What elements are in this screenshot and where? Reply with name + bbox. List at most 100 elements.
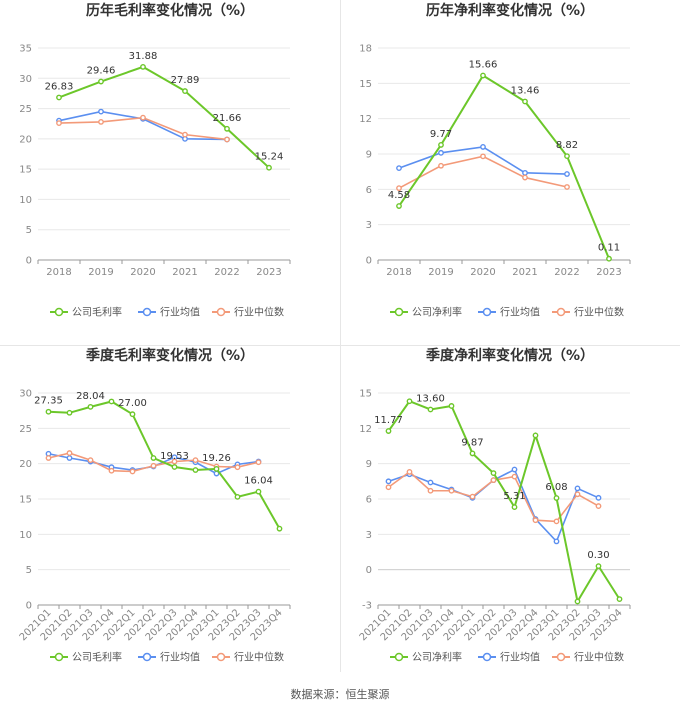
legend-item-company[interactable]: 公司毛利率 [50,651,122,664]
data-point-company [385,428,392,434]
data-label: 28.04 [76,391,105,402]
legend-item-company[interactable]: 公司毛利率 [50,306,122,319]
data-label: 8.82 [556,140,578,151]
data-point-company [224,125,230,132]
legend-label: 公司毛利率 [72,651,122,664]
y-tick-label: 30 [19,389,32,400]
data-point-company [616,596,623,603]
data-point-avg [66,455,73,461]
data-point-median [406,469,413,475]
data-point-company [129,411,136,418]
data-point-median [511,473,518,480]
data-point-company [427,406,434,413]
data-point-company [45,408,52,415]
legend-item-avg[interactable]: 行业均值 [478,651,540,664]
legend-label: 行业均值 [160,651,200,664]
data-point-company [490,470,497,476]
data-point-median [490,477,497,484]
x-tick-label: 2021 [512,267,537,278]
data-point-company [532,432,539,439]
data-label: 16.04 [244,476,273,487]
panel-quarterly-net-margin: 季度净利率变化情况（%） -3 0 3 6 9 12 15 2021Q1 2021Q2 2021Q… [340,345,680,690]
data-point-median [385,484,392,491]
legend-marker [54,652,64,662]
chart-quarterly-net-margin: -3036912152021Q12021Q22021Q32021Q42022Q1… [358,389,631,664]
y-tick-label: 6 [366,495,372,506]
x-tick-label: 2022 [554,267,579,278]
data-point-median [140,114,146,121]
data-label: 11.77 [374,415,403,426]
chart-title: 历年毛利率变化情况（%） [85,3,255,19]
data-point-company [182,88,188,94]
data-label: 6.08 [545,482,567,493]
data-point-median [108,467,115,474]
legend-marker [482,652,492,662]
legend-item-company[interactable]: 公司净利率 [390,306,462,319]
y-tick-label: 10 [19,530,32,541]
x-tick-label: 2023 [596,267,621,278]
data-point-avg [98,108,104,115]
data-point-company [574,598,581,605]
data-point-company [56,94,62,101]
legend-item-median[interactable]: 行业中位数 [552,306,624,319]
data-point-avg [480,144,486,150]
data-label: 19.53 [160,451,189,462]
data-label: 9.77 [430,129,452,140]
data-point-company [213,465,220,472]
data-point-avg [564,171,570,177]
x-tick-label: 2023 [256,267,281,278]
data-label: 9.87 [461,437,483,448]
data-point-median [234,464,241,471]
legend-item-median[interactable]: 行业中位数 [212,306,284,319]
legend-marker [556,307,566,317]
data-point-company [266,164,272,171]
data-point-avg [427,479,434,486]
legend-marker [482,307,492,317]
horizontal-divider [0,345,680,346]
x-tick-label: 2019 [88,267,113,278]
y-tick-label: 5 [26,225,32,236]
data-label: 29.46 [87,66,116,77]
data-label: 27.35 [34,396,63,407]
data-point-median [574,491,581,498]
data-label: 0.30 [587,550,609,561]
data-point-median [532,517,539,524]
data-point-company [438,142,444,148]
panel-annual-gross-margin: 历年毛利率变化情况（%） 0 5 10 15 20 25 30 35 2018 2019 2020 2… [0,0,340,345]
legend-item-avg[interactable]: 行业均值 [478,306,540,319]
y-tick-label: 3 [366,220,372,231]
y-tick-label: 18 [359,44,372,55]
legend-marker [216,307,226,317]
panel-quarterly-gross-margin: 季度毛利率变化情况（%） 0 5 10 15 20 25 30 2021Q1 2021Q2 202… [0,345,340,690]
y-tick-label: 3 [366,530,372,541]
legend-item-median[interactable]: 行业中位数 [212,651,284,664]
y-tick-label: 15 [19,165,32,176]
data-point-company [595,563,602,570]
data-point-median [448,487,455,494]
x-tick-label: 2021 [172,267,197,278]
data-point-company [406,398,413,405]
data-point-median [182,131,188,138]
data-label: 21.66 [213,113,242,124]
data-point-company [234,493,241,500]
data-label: 15.66 [469,60,498,71]
y-tick-label: 0 [26,256,32,267]
y-tick-label: 0 [366,565,372,576]
y-tick-label: 9 [366,150,372,161]
y-tick-label: 9 [366,459,372,470]
data-label: 27.00 [118,398,147,409]
data-point-company [108,398,115,405]
y-tick-label: 6 [366,185,372,196]
y-tick-label: 12 [359,424,372,435]
legend-item-median[interactable]: 行业中位数 [552,651,624,664]
data-point-median [522,174,528,181]
series-line-median [398,155,568,189]
legend-item-avg[interactable]: 行业均值 [138,306,200,319]
data-point-avg [385,478,392,485]
legend-item-company[interactable]: 公司净利率 [390,651,462,664]
vertical-divider [340,0,341,672]
legend-item-avg[interactable]: 行业均值 [138,651,200,664]
data-point-company [87,403,94,410]
y-tick-label: 35 [19,44,32,55]
data-label: 19.26 [202,453,231,464]
